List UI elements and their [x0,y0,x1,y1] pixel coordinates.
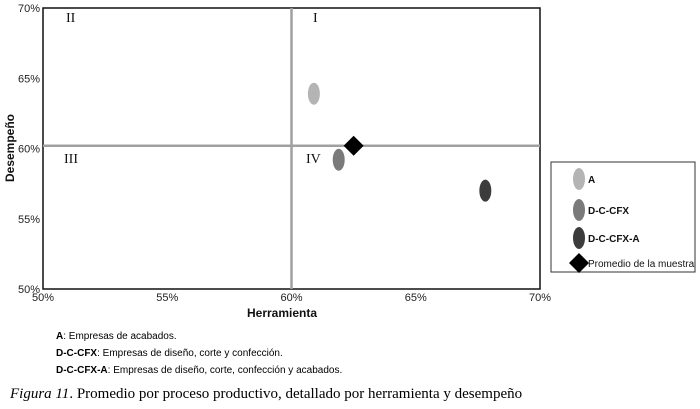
notes: A: Empresas de acabados. D-C-CFX: Empres… [56,328,342,379]
legend-swatch-d-c-cfx-a [573,227,585,249]
caption-label: Figura 11 [10,386,70,402]
point-a [307,82,320,105]
note-text: : Empresas de diseño, corte, confección … [107,365,343,376]
figure-caption: Figura 11. Promedio por proceso producti… [10,386,522,403]
legend-label-d-c-cfx-a: D-C-CFX-A [588,234,640,245]
note-key: A [56,331,64,342]
legend-label-promedio-de-la-muestra: Promedio de la muestra [588,259,695,270]
legend-swatch-promedio-de-la-muestra [569,253,589,273]
quadrant-label-iii: III [64,152,78,167]
x-tick-label: 55% [156,292,178,304]
y-tick-label: 70% [18,3,40,15]
legend-swatch-d-c-cfx [573,199,585,221]
y-tick-labels: 50% 55% 60% 65% 70% [18,3,40,296]
legend-label-d-c-cfx: D-C-CFX [588,206,629,217]
point-d-c-cfx [332,148,345,171]
y-axis-title: Desempeño [3,114,17,182]
legend: A D-C-CFX D-C-CFX-A Promedio de la muestra [550,161,696,273]
point-promedio-de-la-muestra [343,135,364,156]
x-tick-label: 65% [405,292,427,304]
x-tick-labels: 50% 55% 60% 65% 70% [32,292,551,304]
y-tick-label: 55% [18,214,40,226]
y-tick-label: 60% [18,144,40,156]
x-tick-label: 70% [529,292,551,304]
legend-swatch-a [573,168,585,190]
note-key: D-C-CFX [56,348,98,359]
caption-text: . Promedio por proceso productivo, detal… [69,386,523,402]
note-key: D-C-CFX-A [56,365,108,376]
point-d-c-cfx-a [479,179,492,202]
note-text: : Empresas de diseño, corte y confección… [97,348,283,359]
note-dccfx: D-C-CFX: Empresas de diseño, corte y con… [56,345,342,362]
y-tick-label: 65% [18,73,40,85]
quadrant-label-i: I [313,11,318,26]
data-points [307,82,492,202]
note-text: : Empresas de acabados. [63,331,177,342]
y-tick-label: 50% [18,284,40,296]
note-dccfxa: D-C-CFX-A: Empresas de diseño, corte, co… [56,362,342,379]
x-tick-label: 60% [280,292,302,304]
quadrant-label-ii: II [66,11,76,26]
legend-label-a: A [588,175,595,186]
legend-items: A D-C-CFX D-C-CFX-A Promedio de la muestra [569,168,695,273]
x-tick-label: 50% [32,292,54,304]
x-axis-title: Herramienta [247,306,317,320]
scatter-chart: II I III IV 50% 55% 60% 65% 70% 50% 55% 60% 65%… [3,3,696,320]
note-a: A: Empresas de acabados. [56,328,342,345]
legend-box [550,161,696,273]
quadrant-label-iv: IV [306,152,321,167]
